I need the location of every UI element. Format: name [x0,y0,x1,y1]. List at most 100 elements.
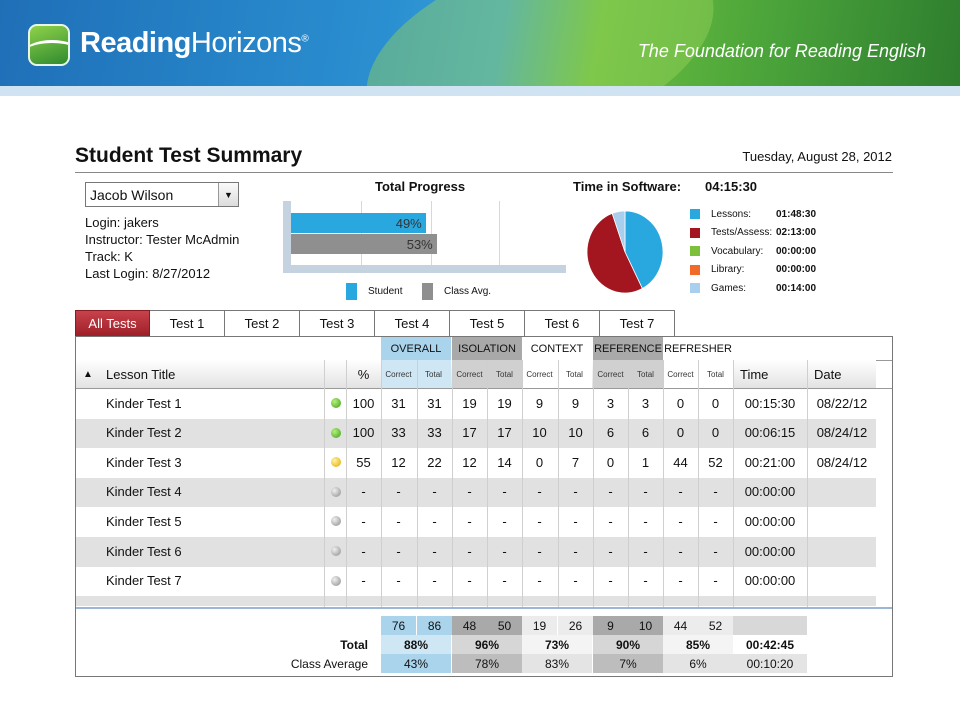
col-header-total: Total [487,360,522,388]
col-header-correct: Correct [593,360,628,388]
row-score-cell: 31 [427,395,442,411]
time-in-software-total: 04:15:30 [705,179,758,194]
row-score-cell: - [502,573,507,589]
pie-slice-games [611,210,626,253]
row-score-cell: - [432,543,437,559]
class-average-cell: 43% [381,654,451,673]
row-score-cell: 0 [606,454,615,470]
time-item-games: Games: 00:14:00 [690,281,816,295]
legend-class: Class Avg. [422,283,491,300]
row-score-cell: 0 [711,425,720,441]
table-row[interactable] [76,477,876,508]
tab-test-6[interactable]: Test 6 [525,310,600,336]
row-score-cell: 17 [462,425,477,441]
row-score-cell: - [502,513,507,529]
row-score-cell: 0 [711,395,720,411]
row-percent: - [361,513,366,529]
row-lesson-title: Kinder Test 3 [106,454,182,470]
col-header-correct: Correct [452,360,487,388]
row-score-cell: 19 [462,395,477,411]
class-average-time: 00:10:20 [733,654,807,673]
row-score-cell: - [467,484,472,500]
time-item-label: Games: [711,282,747,294]
row-score-cell: - [396,513,401,529]
summary-count-cell: 48 [452,616,487,635]
row-score-cell: 0 [676,395,685,411]
total-percent-cell: 96% [452,635,522,654]
status-yellow-icon [326,448,346,476]
student-select[interactable]: Jacob Wilson ▼ [85,182,239,207]
row-time: 00:00:00 [744,513,796,529]
time-item-library: Library: 00:00:00 [690,263,816,277]
time-item-swatch [690,209,700,219]
time-item-value: 01:48:30 [776,208,817,220]
status-green-icon [326,419,346,447]
legend-student-swatch [346,283,357,300]
table-row[interactable] [76,389,876,419]
row-score-cell: - [502,543,507,559]
tab-test-2[interactable]: Test 2 [225,310,300,336]
row-score-cell: - [713,573,718,589]
tab-test-1[interactable]: Test 1 [150,310,225,336]
tab-test-5[interactable]: Test 5 [450,310,525,336]
table-row[interactable] [76,537,876,567]
time-item-lessons: Lessons: 01:48:30 [690,207,816,221]
row-time: 00:00:00 [744,484,796,500]
total-percent-cell: 88% [381,635,451,654]
table-row[interactable] [76,566,876,597]
row-time: 00:00:00 [744,543,796,559]
legend-student: Student [346,283,402,300]
sort-arrow-icon[interactable]: ▲ [83,368,93,380]
row-score-cell: - [678,543,683,559]
class-average-cell: 6% [663,654,733,673]
row-lesson-title: Kinder Test 5 [106,513,182,529]
col-header-time[interactable]: Time [740,366,769,382]
chevron-down-icon[interactable]: ▼ [218,183,238,206]
table-row[interactable] [76,418,876,449]
row-score-cell: - [678,573,683,589]
header-banner: ReadingHorizons® The Foundation for Read… [0,0,960,86]
logo-icon [28,24,70,66]
row-lesson-title: Kinder Test 1 [106,395,182,411]
col-header-date[interactable]: Date [814,366,842,382]
row-score-cell: - [432,513,437,529]
summary-count-cell: 50 [487,616,522,635]
row-score-cell: - [396,484,401,500]
col-header-lesson-title[interactable]: Lesson Title [106,366,176,382]
row-score-cell: - [537,484,542,500]
row-score-cell: - [502,484,507,500]
row-score-cell: - [608,484,613,500]
row-score-cell: 6 [641,425,650,441]
summary-count-cell: 86 [417,616,452,635]
time-item-label: Lessons: [711,208,752,220]
table-row[interactable] [76,507,876,537]
col-header-percent[interactable]: % [357,366,370,382]
legend-class-swatch [422,283,433,300]
student-select-value: Jacob Wilson [90,186,174,203]
tab-test-7[interactable]: Test 7 [600,310,675,336]
table-row[interactable] [76,448,876,478]
row-score-cell: 9 [535,395,544,411]
pie-slice-lessons [624,210,664,290]
tab-test-3[interactable]: Test 3 [300,310,375,336]
time-item-swatch [690,246,700,256]
col-header-total: Total [557,360,592,388]
tab-test-4[interactable]: Test 4 [375,310,450,336]
report-date: Tuesday, August 28, 2012 [742,149,892,164]
class-average-cell: 7% [593,654,663,673]
group-header-reference: REFERENCE [593,337,663,360]
total-time: 00:42:45 [733,635,807,654]
tagline: The Foundation for Reading English [637,41,926,61]
col-header-correct: Correct [522,360,557,388]
col-header-correct: Correct [663,360,698,388]
time-item-value: 00:14:00 [776,282,817,294]
summary-count-cell: 9 [593,616,628,635]
time-item-swatch [690,283,700,293]
total-percent-cell: 85% [663,635,733,654]
row-score-cell: - [573,543,578,559]
status-green-icon [326,389,346,417]
total-percent-cell: 73% [522,635,592,654]
tab-all-tests[interactable]: All Tests [75,310,150,336]
col-header-correct: Correct [381,360,416,388]
